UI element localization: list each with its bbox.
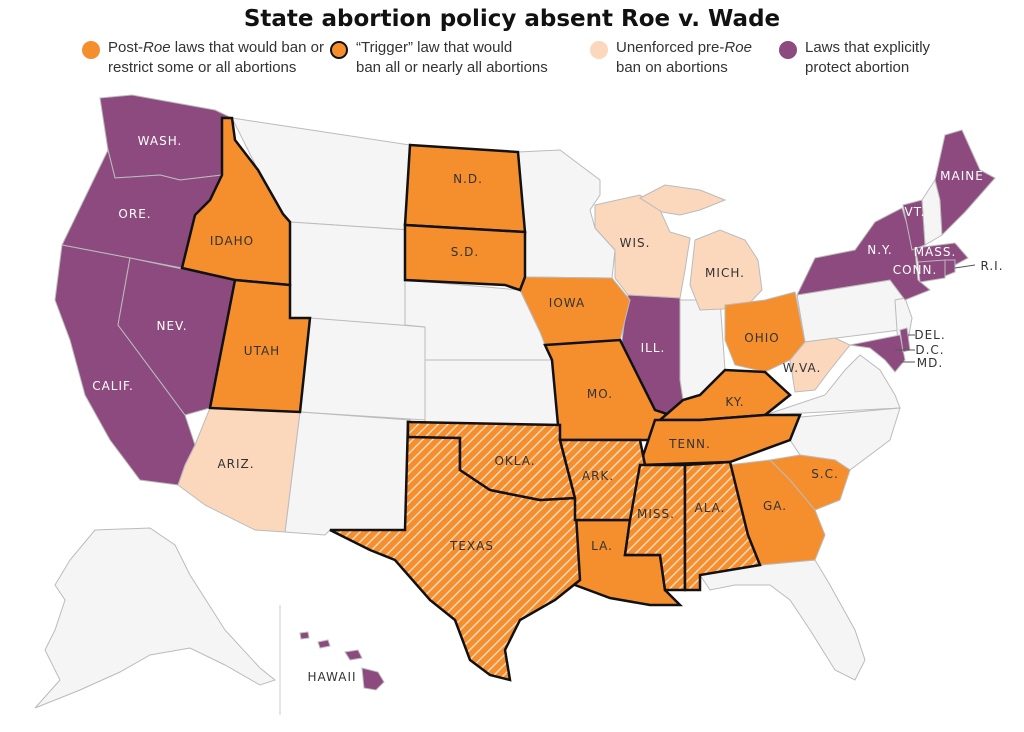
legend-text-protect: Laws that explicitly protect abortion bbox=[805, 39, 931, 76]
label-ore: ORE. bbox=[118, 207, 151, 221]
state-new-mexico bbox=[284, 411, 411, 536]
state-michigan-up bbox=[639, 184, 727, 216]
label-idaho: IDAHO bbox=[210, 234, 254, 248]
label-ill: ILL. bbox=[641, 341, 666, 355]
state-connecticut bbox=[917, 259, 946, 283]
label-ariz: ARIZ. bbox=[217, 457, 254, 471]
leader-ri bbox=[954, 264, 976, 269]
label-conn: CONN. bbox=[893, 263, 938, 277]
legend-item-post-roe: Post-Roe laws that would ban or restrict… bbox=[82, 38, 324, 78]
state-south-carolina bbox=[768, 454, 851, 511]
label-sd: S.D. bbox=[451, 245, 480, 259]
legend-swatch-protect bbox=[779, 41, 797, 59]
label-tenn: TENN. bbox=[668, 437, 711, 451]
label-utah: UTAH bbox=[244, 344, 280, 358]
label-mich: MICH. bbox=[705, 266, 745, 280]
legend-swatch-post-roe bbox=[82, 41, 100, 59]
state-hawaii-kauai bbox=[299, 631, 310, 640]
state-ohio bbox=[724, 291, 806, 373]
state-hawaii-oahu bbox=[317, 639, 331, 649]
label-wva: W.VA. bbox=[783, 361, 822, 375]
state-tennessee bbox=[638, 413, 802, 467]
label-hawaii: HAWAII bbox=[307, 670, 356, 684]
label-ri: R.I. bbox=[980, 259, 1003, 273]
label-wash: WASH. bbox=[138, 134, 183, 148]
state-south-dakota bbox=[403, 223, 527, 292]
label-ny: N.Y. bbox=[867, 243, 893, 257]
state-maryland bbox=[849, 334, 906, 373]
state-kansas bbox=[424, 359, 559, 426]
state-oklahoma bbox=[406, 420, 577, 502]
label-mass: MASS. bbox=[914, 245, 957, 259]
label-md: MD. bbox=[917, 356, 943, 370]
state-north-dakota bbox=[403, 143, 527, 234]
state-utah bbox=[208, 278, 312, 414]
label-ark: ARK. bbox=[582, 469, 614, 483]
legend-item-pre-roe: Unenforced pre-Roe ban on abortions bbox=[590, 38, 752, 78]
state-florida bbox=[699, 559, 866, 681]
legend-text-trigger: “Trigger” law that would ban all or near… bbox=[356, 39, 548, 76]
legend-item-protect: Laws that explicitly protect abortion bbox=[779, 38, 930, 78]
legend-text-post-roe: Post-Roe laws that would ban or restrict… bbox=[108, 39, 324, 76]
label-ohio: OHIO bbox=[744, 331, 779, 345]
label-wis: WIS. bbox=[620, 236, 651, 250]
map-title: State abortion policy absent Roe v. Wade bbox=[243, 6, 781, 32]
state-alaska bbox=[34, 527, 277, 709]
label-calif: CALIF. bbox=[92, 379, 134, 393]
label-mo: MO. bbox=[587, 387, 613, 401]
legend-text-pre-roe: Unenforced pre-Roe ban on abortions bbox=[616, 39, 752, 76]
state-maine bbox=[934, 129, 996, 237]
state-new-york bbox=[796, 207, 931, 301]
label-texas: TEXAS bbox=[449, 539, 494, 553]
state-hawaii-maui bbox=[344, 649, 363, 661]
label-miss: MISS. bbox=[637, 507, 675, 521]
label-sc: S.C. bbox=[811, 467, 839, 481]
legend-item-trigger: “Trigger” law that would ban all or near… bbox=[330, 38, 548, 78]
label-dc: D.C. bbox=[915, 343, 944, 357]
legend-swatch-trigger bbox=[330, 41, 348, 59]
legend-swatch-pre-roe bbox=[590, 41, 608, 59]
label-ala: ALA. bbox=[695, 501, 726, 515]
state-rhode-island bbox=[944, 259, 956, 277]
label-okla: OKLA. bbox=[494, 454, 535, 468]
state-hawaii-big bbox=[361, 667, 385, 691]
state-colorado bbox=[299, 317, 426, 421]
label-iowa: IOWA bbox=[549, 296, 585, 310]
label-nd: N.D. bbox=[453, 172, 483, 186]
label-ky: KY. bbox=[725, 395, 744, 409]
label-la: LA. bbox=[591, 539, 613, 553]
state-vermont bbox=[902, 199, 926, 251]
label-maine: MAINE bbox=[940, 169, 984, 183]
state-alabama bbox=[683, 460, 762, 592]
label-vt: VT. bbox=[905, 205, 926, 219]
state-wyoming bbox=[289, 221, 411, 331]
state-michigan bbox=[689, 229, 763, 311]
state-west-virginia bbox=[789, 337, 851, 393]
label-nev: NEV. bbox=[156, 319, 187, 333]
label-ga: GA. bbox=[763, 499, 787, 513]
label-del: DEL. bbox=[914, 328, 945, 342]
state-virginia bbox=[764, 354, 901, 416]
